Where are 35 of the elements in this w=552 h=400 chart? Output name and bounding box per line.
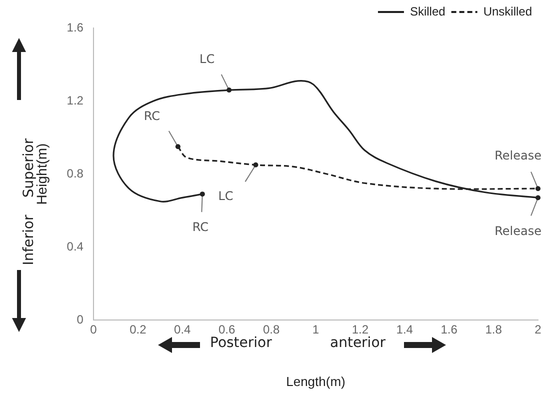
x-tick-label: 1.4: [396, 322, 414, 337]
point: [253, 162, 258, 168]
point: [175, 144, 180, 150]
x-tick-label: 1.2: [352, 322, 369, 337]
annotation: LC: [200, 52, 215, 66]
annotation: RC: [192, 220, 208, 234]
y-tick-label: 0.8: [66, 166, 84, 180]
x-tick-label: 0.8: [262, 322, 280, 337]
x-tick-label: 0.4: [174, 322, 192, 337]
x-tick-label: 2: [534, 322, 542, 337]
point: [536, 186, 540, 192]
annotation: LC: [218, 189, 234, 203]
legend-label: Skilled: [410, 4, 446, 18]
legend-label: Unskilled: [483, 4, 532, 18]
x-axis-title: Length(m): [286, 374, 346, 389]
point: [536, 195, 540, 200]
annotation: RC: [144, 108, 160, 123]
text: Posterior: [210, 335, 272, 351]
x-tick-label: 0.6: [218, 322, 236, 337]
y-tick-label: 1.2: [66, 93, 84, 108]
text: Inferior: [21, 214, 37, 268]
x-tick-label: 1.8: [485, 322, 502, 337]
text: Superior: [21, 137, 37, 198]
y-tick-label: 0: [76, 312, 84, 326]
annotation: Release: [494, 224, 542, 238]
x-tick-label: 1: [312, 322, 320, 337]
annotation: Release: [494, 148, 542, 163]
point: [200, 192, 205, 197]
x-tick-label: 1.6: [440, 322, 458, 337]
text: anterior: [330, 335, 386, 351]
point: [226, 88, 232, 93]
y-tick-label: 1.6: [66, 20, 84, 34]
x-tick-label: 0.2: [130, 322, 147, 337]
x-tick-label: 0: [90, 322, 98, 337]
y-tick-label: 0.4: [66, 239, 84, 254]
